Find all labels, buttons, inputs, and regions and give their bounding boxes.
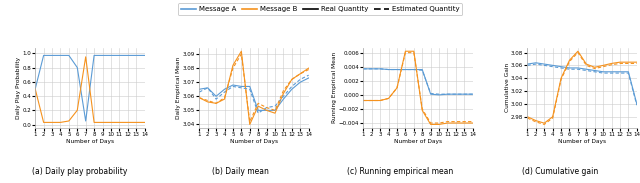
Legend: Message A, Message B, Real Quantity, Estimated Quantity: Message A, Message B, Real Quantity, Est… — [178, 3, 462, 15]
Y-axis label: Running Empirical Mean: Running Empirical Mean — [332, 52, 337, 123]
Text: (c) Running empirical mean: (c) Running empirical mean — [347, 167, 453, 176]
X-axis label: Number of Days: Number of Days — [66, 139, 114, 144]
X-axis label: Number of Days: Number of Days — [558, 139, 606, 144]
Y-axis label: Daily Play Probability: Daily Play Probability — [16, 57, 21, 119]
Text: (d) Cumulative gain: (d) Cumulative gain — [522, 167, 598, 176]
Y-axis label: Daily Empirical Mean: Daily Empirical Mean — [177, 57, 182, 119]
Text: (b) Daily mean: (b) Daily mean — [212, 167, 268, 176]
X-axis label: Number of Days: Number of Days — [230, 139, 278, 144]
Y-axis label: Cumulative Gain: Cumulative Gain — [504, 63, 509, 112]
Text: (a) Daily play probability: (a) Daily play probability — [32, 167, 128, 176]
X-axis label: Number of Days: Number of Days — [394, 139, 442, 144]
